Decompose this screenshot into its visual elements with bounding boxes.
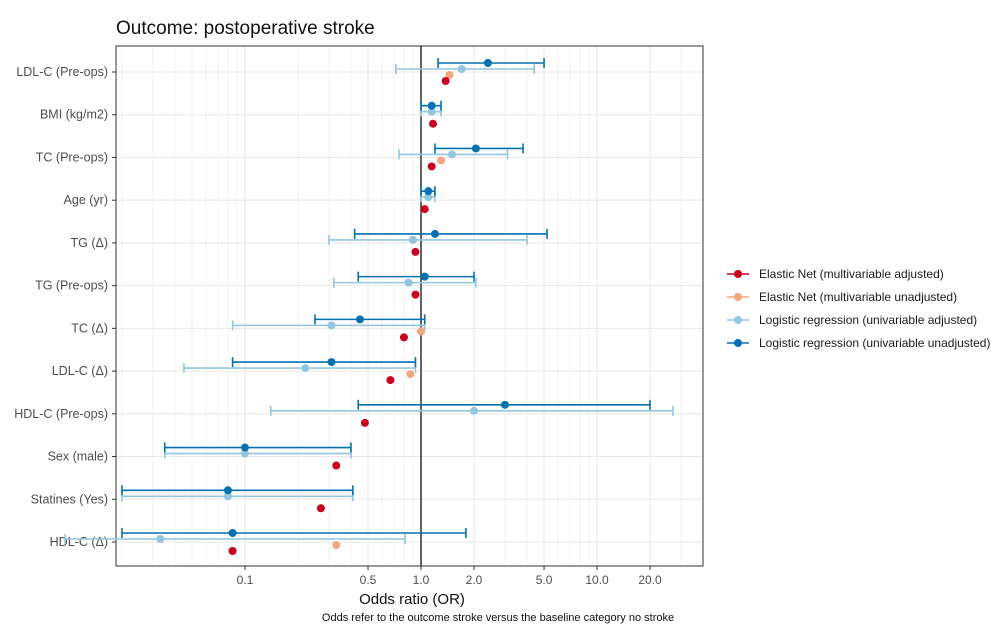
point-estimate (386, 376, 395, 385)
point-estimate (406, 370, 415, 379)
point-estimate (437, 156, 446, 165)
point-estimate (427, 107, 436, 116)
point-estimate (471, 144, 480, 153)
legend-label: Elastic Net (multivariable adjusted) (759, 267, 944, 281)
point-estimate (332, 541, 341, 549)
x-tick-label: 0.1 (237, 573, 254, 587)
legend-label: Elastic Net (multivariable unadjusted) (759, 290, 957, 304)
x-tick-label: 5.0 (536, 573, 553, 587)
chart-title: Outcome: postoperative stroke (116, 18, 375, 39)
point-estimate (448, 150, 457, 159)
x-axis-label: Odds ratio (OR) (359, 591, 465, 608)
point-estimate (228, 547, 237, 555)
y-tick-label: LDL-C (Pre-ops) (16, 65, 108, 79)
point-estimate (469, 406, 478, 415)
point-estimate (424, 187, 433, 196)
point-estimate (500, 400, 509, 409)
y-tick-label: HDL-C (Δ) (50, 535, 108, 549)
legend-label: Logistic regression (univariable adjuste… (759, 313, 977, 327)
legend-label: Logistic regression (univariable unadjus… (759, 336, 990, 350)
x-axis: 0.1 0.5 1.0 2.0 5.0 10.0 20.0 (237, 566, 662, 587)
y-tick-label: HDL-C (Pre-ops) (14, 407, 108, 421)
point-estimate (424, 193, 433, 202)
chart-caption: Odds refer to the outcome stroke versus … (322, 612, 674, 624)
point-estimate (427, 101, 436, 110)
point-estimate (399, 333, 408, 342)
y-axis-labels: LDL-C (Pre-ops) BMI (kg/m2) TC (Pre-ops) Ag… (14, 65, 116, 549)
point-estimate (228, 529, 237, 537)
x-tick-label: 2.0 (466, 573, 483, 587)
point-estimate (240, 443, 249, 452)
legend-key-point (734, 316, 742, 324)
point-estimate (408, 235, 417, 244)
plot-panel (115, 45, 704, 567)
point-estimate (429, 119, 438, 128)
point-estimate (420, 272, 429, 281)
point-estimate (404, 278, 413, 287)
y-tick-label: Sex (male) (48, 450, 108, 464)
x-tick-label: 0.5 (360, 573, 377, 587)
point-estimate (417, 327, 426, 336)
point-estimate (332, 461, 341, 470)
y-tick-label: Statines (Yes) (31, 492, 108, 506)
y-tick-label: TG (Δ) (70, 236, 108, 250)
point-estimate (445, 71, 454, 79)
point-estimate (411, 290, 420, 299)
y-tick-label: Age (yr) (64, 193, 108, 207)
point-estimate (355, 315, 364, 324)
point-estimate (327, 321, 336, 330)
y-tick-label: TG (Pre-ops) (35, 279, 108, 293)
point-estimate (223, 492, 232, 501)
y-tick-label: LDL-C (Δ) (52, 364, 108, 378)
x-tick-label: 10.0 (585, 573, 609, 587)
x-tick-label: 20.0 (638, 573, 662, 587)
point-estimate (483, 59, 492, 67)
point-estimate (316, 504, 325, 513)
x-tick-label: 1.0 (413, 573, 430, 587)
legend-key-point (734, 339, 742, 347)
legend-key-point (734, 270, 742, 278)
point-estimate (240, 449, 249, 458)
point-estimate (457, 65, 466, 73)
y-tick-label: TC (Δ) (71, 321, 108, 335)
point-estimate (411, 247, 420, 256)
point-estimate (156, 535, 165, 543)
panel-border (115, 45, 704, 567)
point-estimate (327, 358, 336, 367)
point-estimate (301, 364, 310, 373)
point-estimate (420, 205, 429, 214)
point-estimate (427, 162, 436, 171)
legend: Elastic Net (multivariable adjusted) Elas… (727, 267, 990, 350)
chart-marks (64, 58, 674, 555)
point-estimate (441, 77, 450, 85)
legend-key-point (734, 293, 742, 301)
y-tick-label: TC (Pre-ops) (36, 150, 108, 164)
point-estimate (430, 229, 439, 238)
y-tick-label: BMI (kg/m2) (40, 108, 108, 122)
point-estimate (223, 486, 232, 495)
point-estimate (360, 418, 369, 427)
